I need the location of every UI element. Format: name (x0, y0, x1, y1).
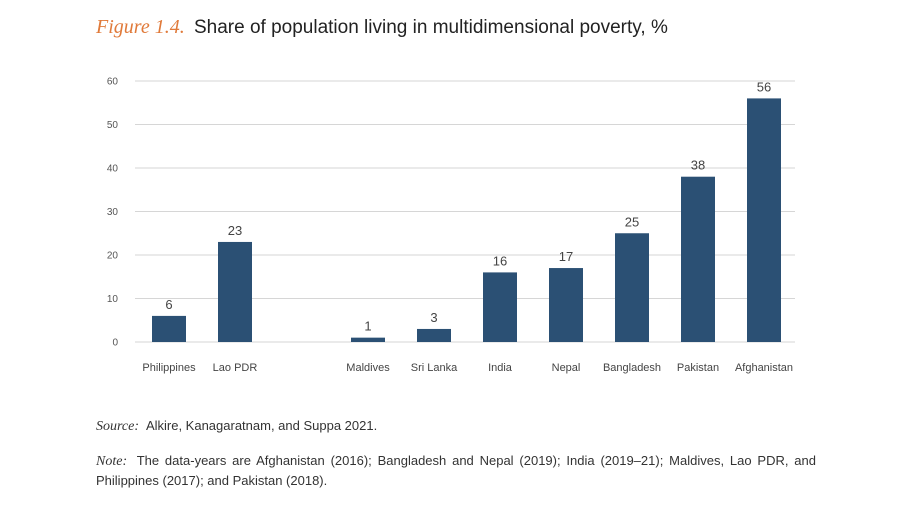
note-text: The data-years are Afghanistan (2016); B… (96, 453, 816, 488)
bar (417, 328, 451, 342)
data-label: 6 (165, 297, 172, 312)
data-label: 38 (691, 158, 705, 173)
data-label: 16 (493, 253, 507, 268)
y-tick-label: 0 (112, 338, 118, 349)
bar-chart: 0 10 20 30 40 50 60 6 23 1 3 16 17 25 38 56 Philippine… (107, 77, 795, 374)
data-label: 23 (228, 223, 242, 238)
data-label: 3 (430, 310, 437, 325)
note-lead: Note: (96, 454, 128, 469)
bar (351, 337, 385, 342)
y-tick-label: 10 (107, 294, 119, 305)
y-tick-label: 60 (107, 77, 119, 88)
note-line: Note: The data-years are Afghanistan (20… (96, 451, 816, 490)
figure-title: Figure 1.4. Share of population living i… (96, 16, 668, 39)
data-label: 56 (757, 79, 771, 94)
category-label: Sri Lanka (411, 362, 458, 374)
source-text: Alkire, Kanagaratnam, and Suppa 2021. (145, 418, 378, 433)
category-label: Nepal (552, 362, 581, 374)
data-labels: 6 23 1 3 16 17 25 38 56 (165, 79, 771, 333)
bar (615, 233, 649, 342)
category-label: Lao PDR (213, 362, 258, 374)
bars (152, 98, 781, 343)
figure-title-text: Share of population living in multidimen… (193, 17, 668, 38)
y-tick-label: 20 (107, 251, 119, 262)
bar (152, 315, 186, 342)
bar (549, 268, 583, 342)
y-tick-label: 30 (107, 207, 119, 218)
category-label: Bangladesh (603, 362, 661, 374)
bar (681, 176, 715, 342)
source-line: Source: Alkire, Kanagaratnam, and Suppa … (96, 418, 377, 435)
category-label: Afghanistan (735, 362, 793, 374)
y-axis-ticks: 0 10 20 30 40 50 60 (107, 77, 119, 349)
category-label: India (488, 362, 513, 374)
figure-label: Figure 1.4. (96, 16, 185, 38)
category-label: Pakistan (677, 362, 719, 374)
bar (483, 272, 517, 342)
category-label: Maldives (346, 362, 390, 374)
data-label: 17 (559, 249, 573, 264)
data-label: 25 (625, 214, 639, 229)
bar (218, 241, 252, 342)
bar (747, 98, 781, 343)
category-labels: Philippines Lao PDR Maldives Sri Lanka India… (142, 362, 793, 374)
category-label: Philippines (142, 362, 196, 374)
data-label: 1 (364, 319, 371, 334)
y-tick-label: 40 (107, 164, 119, 175)
source-lead: Source: (96, 419, 140, 434)
y-tick-label: 50 (107, 120, 119, 131)
